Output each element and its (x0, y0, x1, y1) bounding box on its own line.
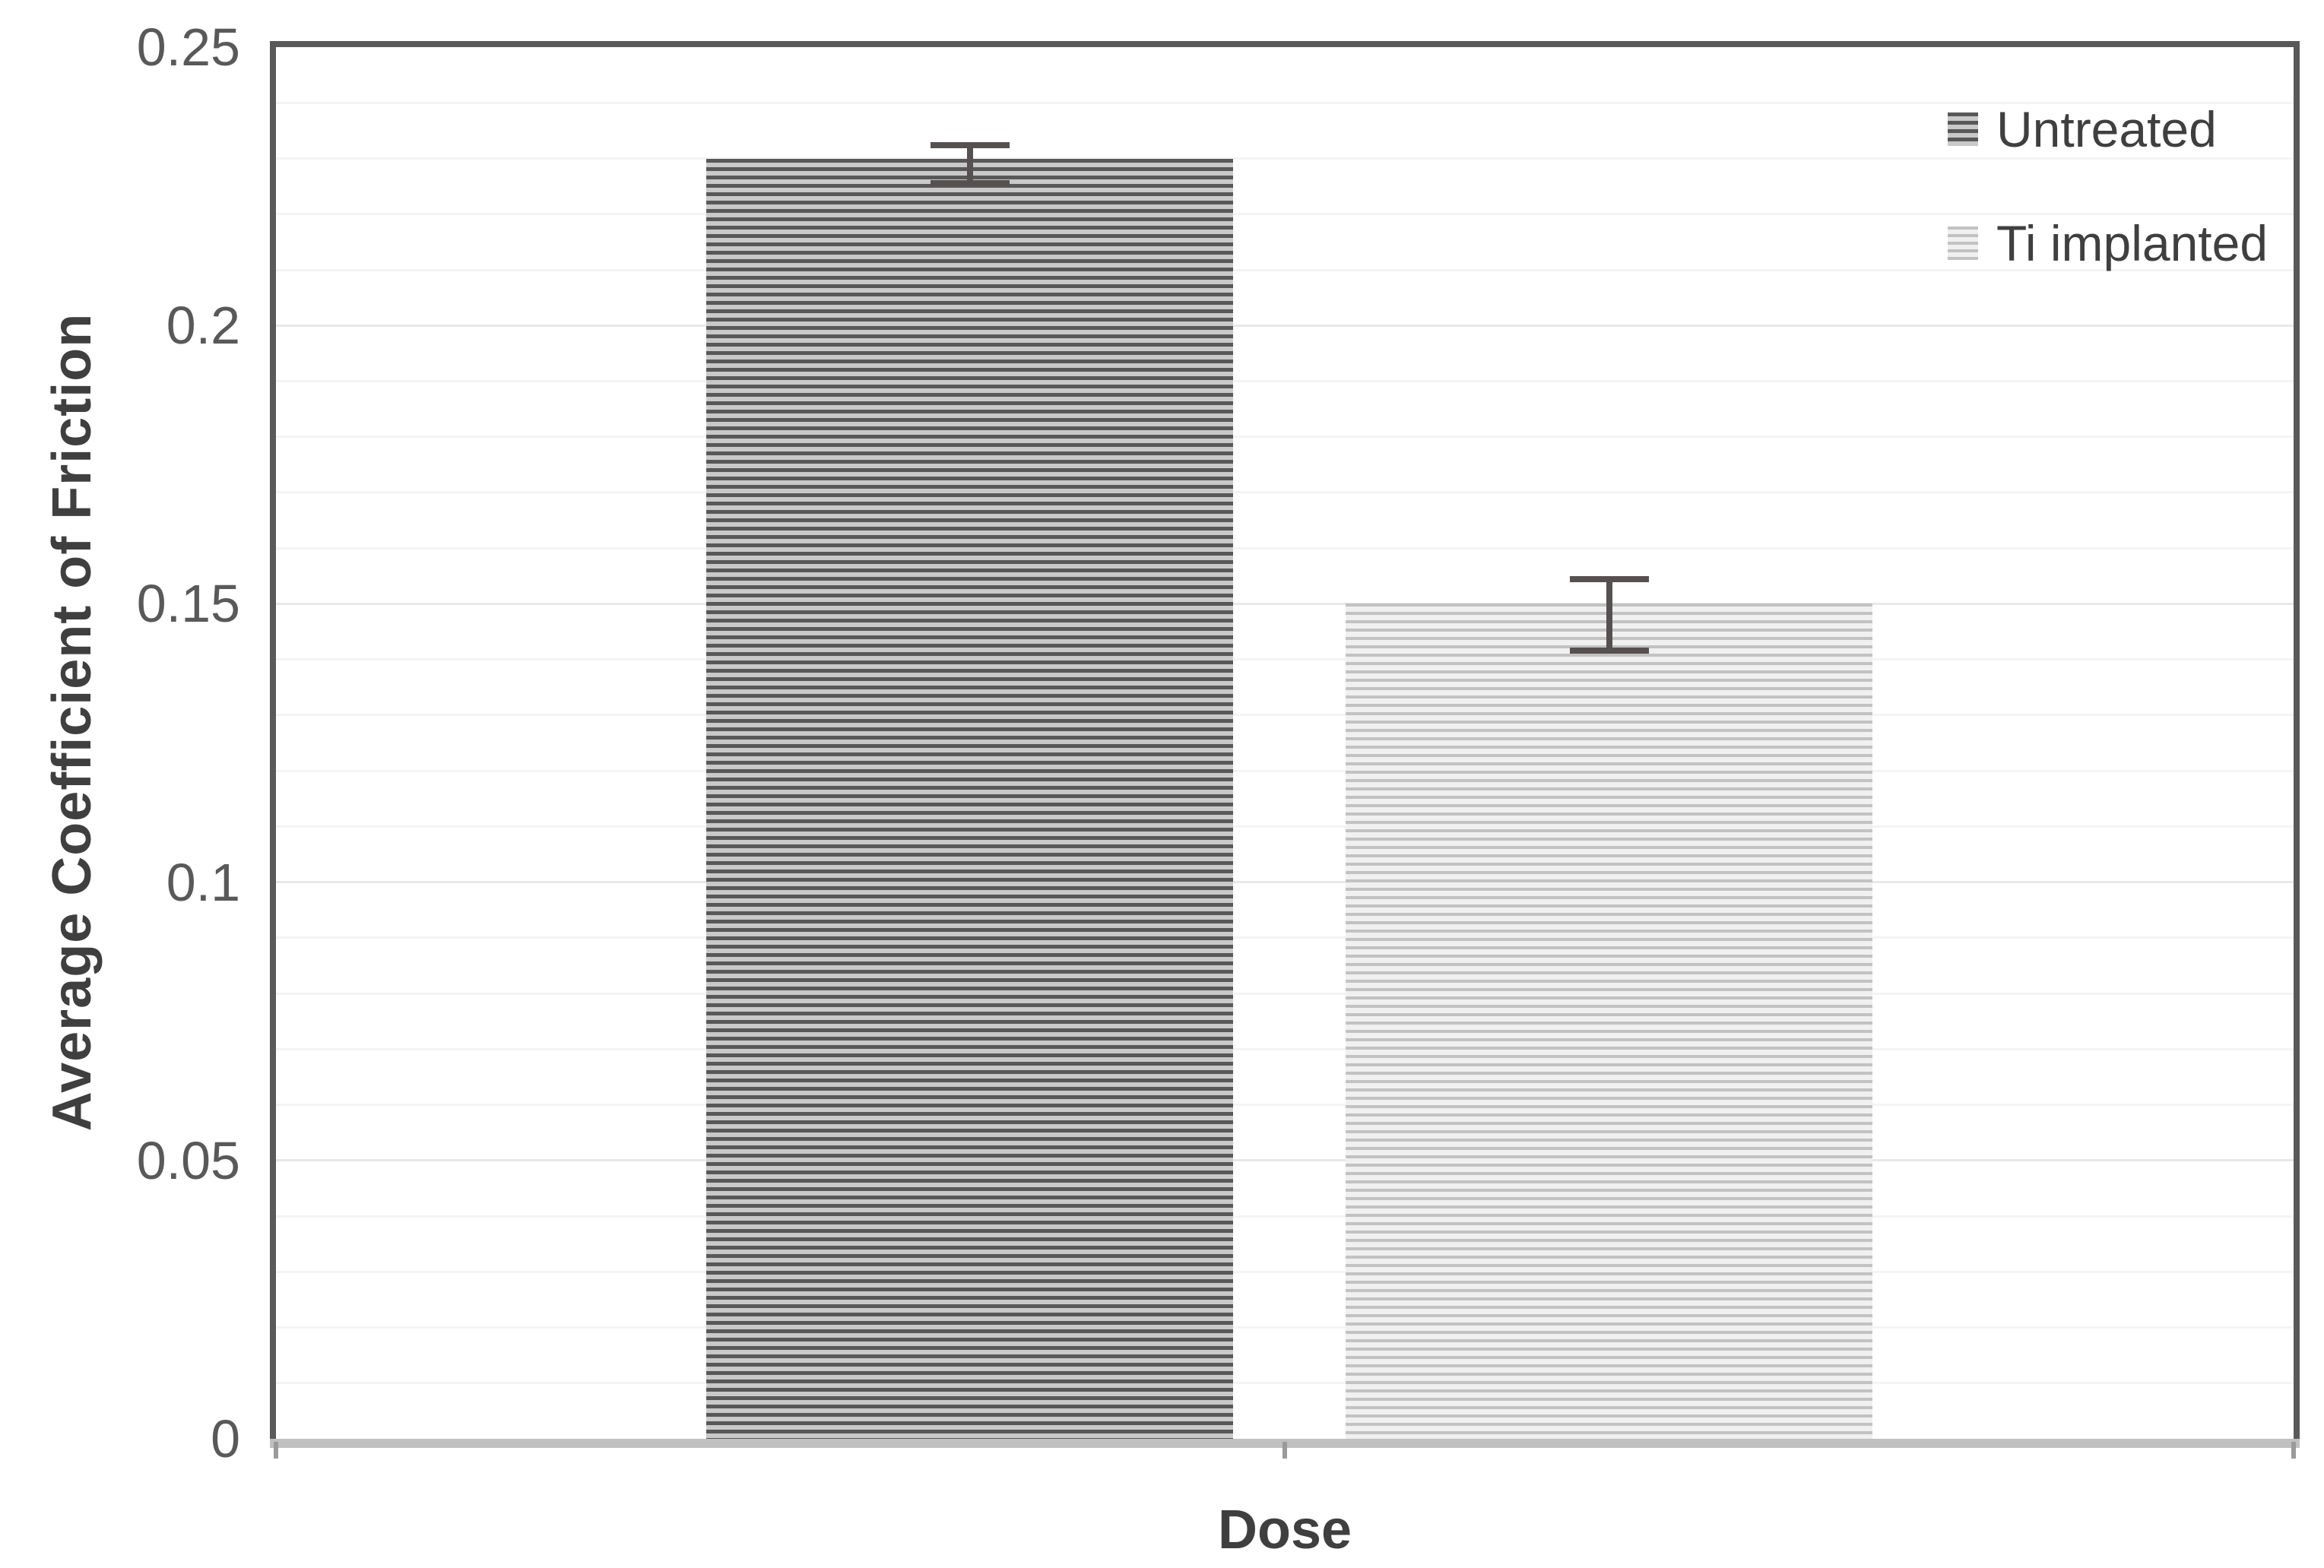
minor-gridline (276, 825, 2294, 828)
error-bar-stem (1606, 575, 1612, 654)
minor-gridline (276, 1270, 2294, 1273)
axis-top-border (270, 41, 2300, 47)
major-gridline (276, 1159, 2294, 1162)
minor-gridline (276, 769, 2294, 772)
major-gridline (276, 602, 2294, 605)
minor-gridline (276, 1104, 2294, 1107)
error-bar-cap-bottom (930, 180, 1010, 187)
y-axis-line (270, 41, 276, 1439)
legend-marker-ti-implanted-icon (1948, 226, 1978, 260)
minor-gridline (276, 936, 2294, 939)
y-tick-label: 0.15 (136, 574, 240, 634)
minor-gridline (276, 1382, 2294, 1385)
minor-gridline (276, 213, 2294, 216)
legend-label-untreated: Untreated (1996, 101, 2217, 157)
major-gridline (276, 881, 2294, 884)
error-bar-cap-top (930, 141, 1010, 148)
error-bar-cap-bottom (1569, 648, 1649, 654)
minor-gridline (276, 714, 2294, 717)
minor-gridline (276, 658, 2294, 661)
error-bar-cap-top (1569, 575, 1649, 582)
legend-item-untreated: Untreated (1948, 72, 2268, 186)
minor-gridline (276, 436, 2294, 439)
major-gridline (276, 324, 2294, 327)
minor-gridline (276, 1215, 2294, 1218)
legend-label-ti-implanted: Ti implanted (1996, 215, 2269, 271)
y-tick-label: 0.05 (136, 1130, 240, 1190)
bar-untreated (706, 158, 1233, 1439)
minor-gridline (276, 1326, 2294, 1329)
axis-right-border (2294, 41, 2300, 1439)
minor-gridline (276, 491, 2294, 494)
minor-gridline (276, 1047, 2294, 1050)
minor-gridline (276, 157, 2294, 160)
x-tick-mark (1282, 1442, 1287, 1459)
legend: Untreated Ti implanted (1948, 72, 2268, 300)
minor-gridline (276, 379, 2294, 382)
plot-area (276, 47, 2294, 1439)
bar-ti-implanted (1346, 603, 1872, 1439)
x-axis-title: Dose (1217, 1500, 1352, 1560)
legend-item-ti-implanted: Ti implanted (1948, 186, 2268, 300)
legend-marker-untreated-icon (1948, 112, 1978, 146)
minor-gridline (276, 546, 2294, 550)
y-tick-label: 0.2 (166, 296, 240, 356)
y-tick-label: 0 (211, 1409, 240, 1468)
minor-gridline (276, 268, 2294, 271)
minor-gridline (276, 992, 2294, 995)
minor-gridline (276, 101, 2294, 104)
y-tick-label: 0.25 (136, 17, 240, 77)
error-bar-stem (966, 141, 973, 187)
x-tick-mark (2291, 1442, 2296, 1459)
y-axis-tick-labels: 0 0.05 0.1 0.15 0.2 0.25 (0, 0, 240, 1568)
y-tick-label: 0.1 (166, 852, 240, 912)
x-tick-mark (274, 1442, 278, 1459)
